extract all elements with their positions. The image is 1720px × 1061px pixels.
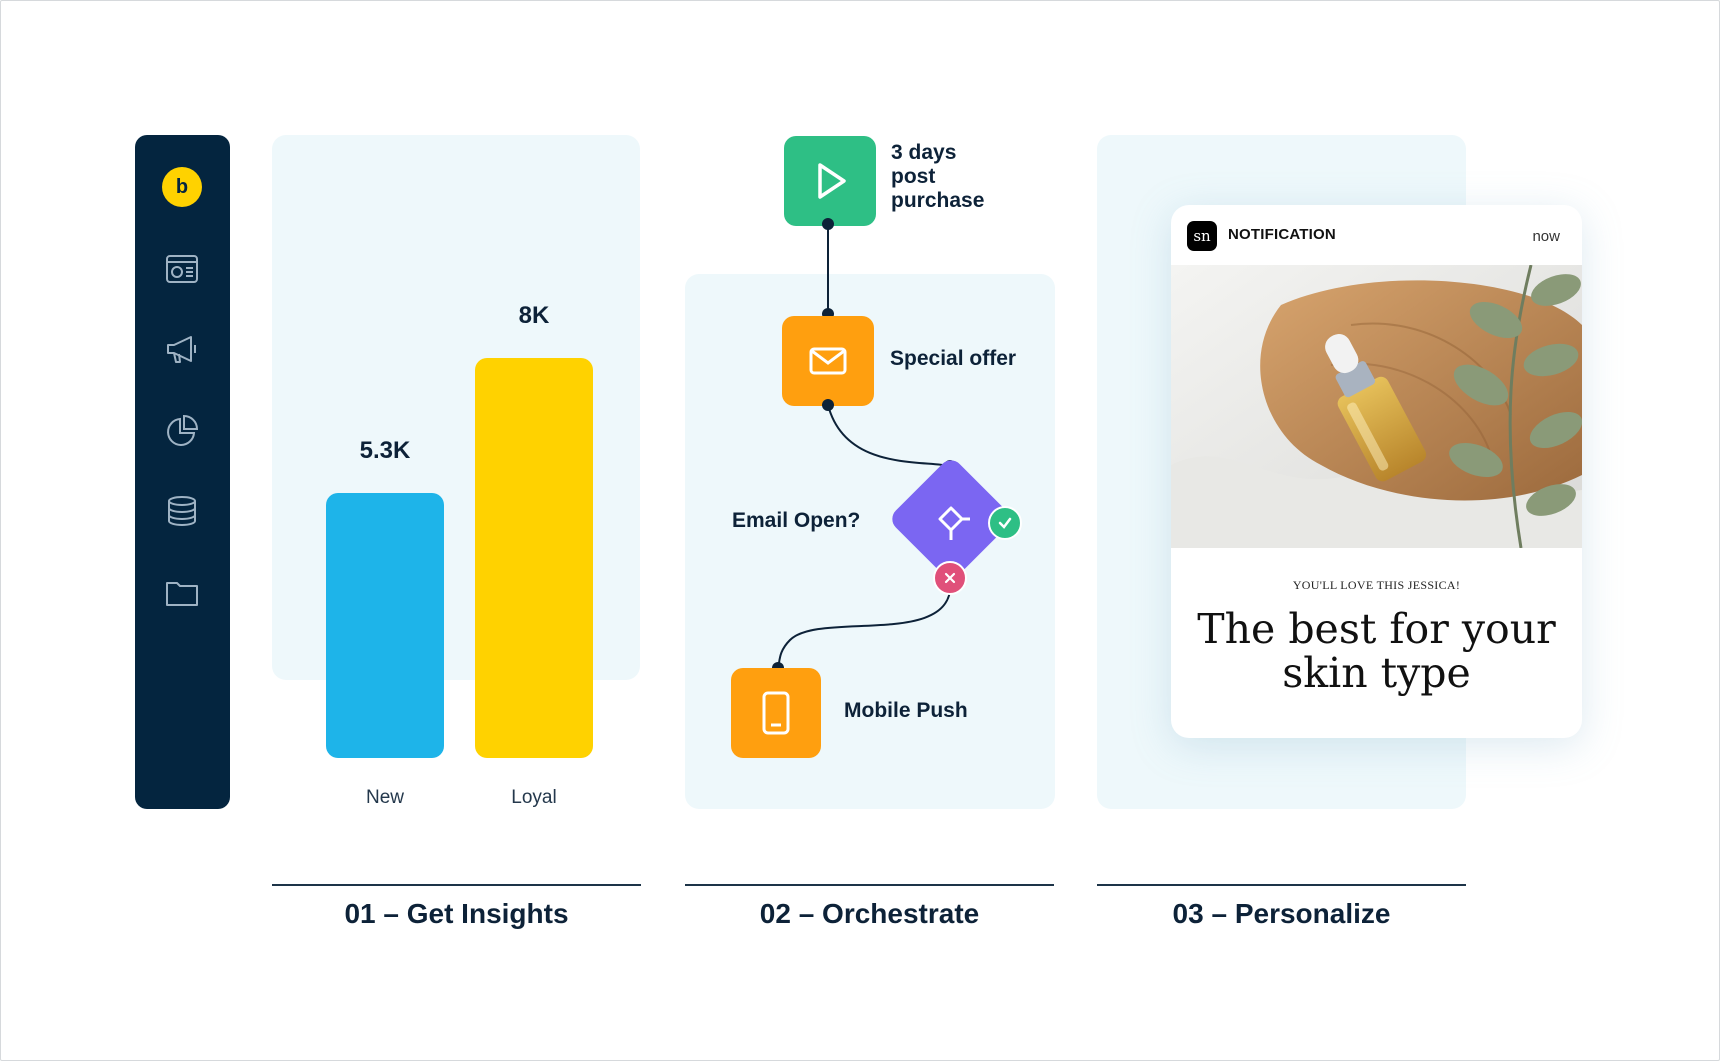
bar-category-label: Loyal (511, 787, 557, 808)
email-label: Special offer (890, 347, 1017, 370)
sidebar: b (135, 135, 230, 809)
bar-loyal (475, 358, 593, 758)
orchestrate-divider (685, 884, 1054, 886)
mobile-phone-icon (762, 691, 790, 735)
connector-dot (822, 218, 834, 230)
play-icon (818, 163, 846, 199)
bar-value-label: 8K (518, 302, 550, 329)
notification-header: sn NOTIFICATION now (1171, 205, 1582, 265)
notification-headline: The best for your skin type (1197, 605, 1556, 697)
yes-check-icon (988, 506, 1022, 540)
bar-value-label: 5.3K (359, 437, 411, 464)
push-label: Mobile Push (844, 699, 968, 722)
app-badge: sn (1187, 221, 1217, 251)
brand-logo[interactable]: b (162, 167, 202, 207)
notification-card[interactable]: sn NOTIFICATION now YOU (1171, 205, 1582, 738)
folder-icon[interactable] (164, 575, 200, 611)
database-icon[interactable] (164, 493, 200, 529)
no-cross-icon (933, 561, 967, 595)
notification-title: NOTIFICATION (1228, 226, 1336, 243)
email-node[interactable] (782, 316, 874, 406)
trigger-node[interactable] (784, 136, 876, 226)
notification-time: now (1532, 228, 1560, 245)
split-icon (938, 506, 970, 540)
condition-label: Email Open? (732, 509, 861, 532)
envelope-icon (809, 347, 847, 375)
product-photo (1171, 265, 1582, 548)
megaphone-icon[interactable] (164, 331, 200, 367)
connector-dot (822, 399, 834, 411)
personalize-divider (1097, 884, 1466, 886)
connector-email-condition (827, 404, 951, 467)
notification-eyebrow: YOU'LL LOVE THIS JESSICA! (1292, 578, 1461, 592)
pie-chart-icon[interactable] (164, 413, 200, 449)
connector-condition-push (777, 577, 952, 669)
bar-new (326, 493, 444, 758)
dashboard-icon[interactable] (164, 251, 200, 287)
personalize-caption: 03 – Personalize (1172, 898, 1391, 929)
bar-category-label: New (365, 787, 404, 808)
trigger-label: 3 days post purchase (891, 141, 985, 212)
insights-caption: 01 – Get Insights (344, 898, 569, 929)
orchestrate-caption: 02 – Orchestrate (759, 898, 980, 929)
push-node[interactable] (731, 668, 821, 758)
insights-divider (272, 884, 641, 886)
